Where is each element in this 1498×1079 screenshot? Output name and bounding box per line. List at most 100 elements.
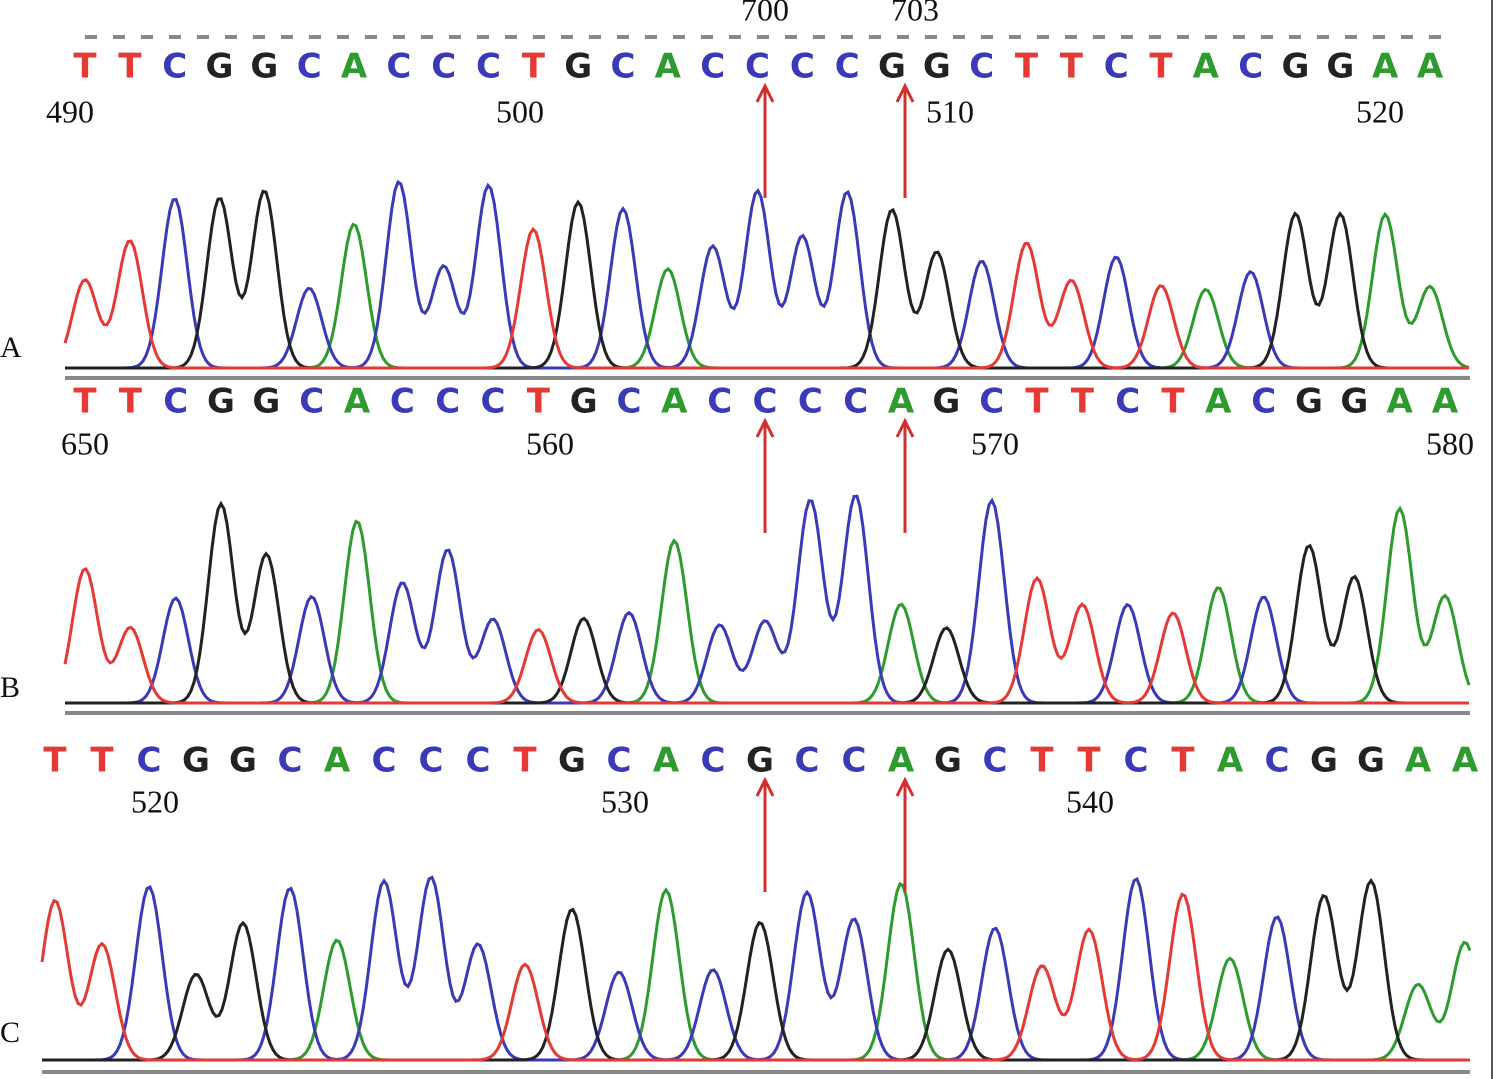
base-call: C bbox=[137, 741, 162, 781]
base-call: C bbox=[745, 47, 770, 87]
base-call: T bbox=[522, 47, 546, 87]
position-label: 570 bbox=[971, 425, 1019, 461]
base-call: T bbox=[1149, 47, 1173, 87]
base-call: A bbox=[344, 382, 371, 422]
arrow-head bbox=[755, 776, 775, 797]
arrow-head bbox=[755, 82, 775, 103]
base-call: C bbox=[372, 741, 397, 781]
panel-label: C bbox=[0, 1016, 20, 1049]
base-call: G bbox=[558, 741, 586, 781]
base-call: A bbox=[1452, 741, 1479, 781]
trace bbox=[63, 567, 1469, 705]
trace bbox=[65, 494, 1469, 705]
marker-label: 703 bbox=[891, 0, 939, 27]
base-call: C bbox=[1238, 47, 1263, 87]
base-call: T bbox=[1171, 741, 1195, 781]
base-call: A bbox=[1217, 741, 1244, 781]
base-call: A bbox=[1405, 741, 1432, 781]
base-call: C bbox=[481, 382, 506, 422]
base-call: A bbox=[1372, 47, 1399, 87]
base-call: C bbox=[1115, 382, 1140, 422]
trace bbox=[63, 226, 1469, 370]
position-label: 560 bbox=[526, 425, 574, 461]
position-label: 540 bbox=[1066, 783, 1114, 819]
base-call: C bbox=[983, 741, 1008, 781]
base-call: C bbox=[431, 47, 456, 87]
arrow-head bbox=[895, 776, 915, 797]
base-call: G bbox=[1310, 741, 1338, 781]
base-call: C bbox=[790, 47, 815, 87]
position-label: 530 bbox=[601, 783, 649, 819]
base-call: G bbox=[182, 741, 210, 781]
base-call: A bbox=[1205, 382, 1232, 422]
position-label: 500 bbox=[496, 93, 544, 129]
base-call: A bbox=[1417, 47, 1444, 87]
base-call: A bbox=[1387, 382, 1414, 422]
base-call: T bbox=[1030, 741, 1054, 781]
trace bbox=[65, 179, 1469, 370]
base-call: C bbox=[1265, 741, 1290, 781]
base-call: C bbox=[162, 47, 187, 87]
base-call: T bbox=[73, 47, 97, 87]
base-call: G bbox=[570, 382, 598, 422]
base-call: T bbox=[1015, 47, 1039, 87]
base-call: C bbox=[278, 741, 303, 781]
base-call: C bbox=[795, 741, 820, 781]
base-call: G bbox=[923, 47, 951, 87]
base-call: C bbox=[466, 741, 491, 781]
base-call: C bbox=[611, 47, 636, 87]
base-call: C bbox=[700, 47, 725, 87]
base-call: G bbox=[229, 741, 257, 781]
position-label: 490 bbox=[46, 93, 94, 129]
base-call: C bbox=[386, 47, 411, 87]
base-call: T bbox=[513, 741, 537, 781]
base-call: G bbox=[1326, 47, 1354, 87]
base-call: C bbox=[390, 382, 415, 422]
base-call: G bbox=[878, 47, 906, 87]
base-call: G bbox=[206, 47, 234, 87]
base-call: C bbox=[299, 382, 324, 422]
base-call: G bbox=[1357, 741, 1385, 781]
base-call: C bbox=[843, 382, 868, 422]
base-call: C bbox=[701, 741, 726, 781]
marker-label: 700 bbox=[741, 0, 789, 27]
base-call: A bbox=[888, 382, 915, 422]
base-call: G bbox=[932, 382, 960, 422]
base-call: T bbox=[119, 382, 143, 422]
trace bbox=[40, 892, 1470, 1062]
base-call: G bbox=[1340, 382, 1368, 422]
base-call: T bbox=[1077, 741, 1101, 781]
position-label: 510 bbox=[926, 93, 974, 129]
base-call: C bbox=[435, 382, 460, 422]
trace bbox=[42, 877, 1470, 1062]
position-label: 520 bbox=[1356, 93, 1404, 129]
base-call: A bbox=[1193, 47, 1220, 87]
base-call: A bbox=[653, 741, 680, 781]
base-call: A bbox=[888, 741, 915, 781]
position-label: 650 bbox=[61, 425, 109, 461]
base-call: A bbox=[661, 382, 688, 422]
arrow-head bbox=[895, 417, 915, 438]
position-label: 520 bbox=[131, 783, 179, 819]
position-label: 580 bbox=[1426, 425, 1474, 461]
base-call: T bbox=[527, 382, 551, 422]
base-call: C bbox=[979, 382, 1004, 422]
base-call: T bbox=[1025, 382, 1049, 422]
base-call: C bbox=[842, 741, 867, 781]
base-call: C bbox=[835, 47, 860, 87]
base-call: G bbox=[934, 741, 962, 781]
base-call: C bbox=[617, 382, 642, 422]
base-call: A bbox=[324, 741, 351, 781]
base-call: T bbox=[90, 741, 114, 781]
base-call: A bbox=[655, 47, 682, 87]
panel-label: B bbox=[0, 671, 20, 704]
base-call: G bbox=[250, 47, 278, 87]
arrow-head bbox=[755, 417, 775, 438]
base-call: T bbox=[1060, 47, 1084, 87]
base-call: C bbox=[707, 382, 732, 422]
trace bbox=[65, 189, 1469, 370]
base-call: G bbox=[746, 741, 774, 781]
base-call: C bbox=[1251, 382, 1276, 422]
base-call: C bbox=[1124, 741, 1149, 781]
